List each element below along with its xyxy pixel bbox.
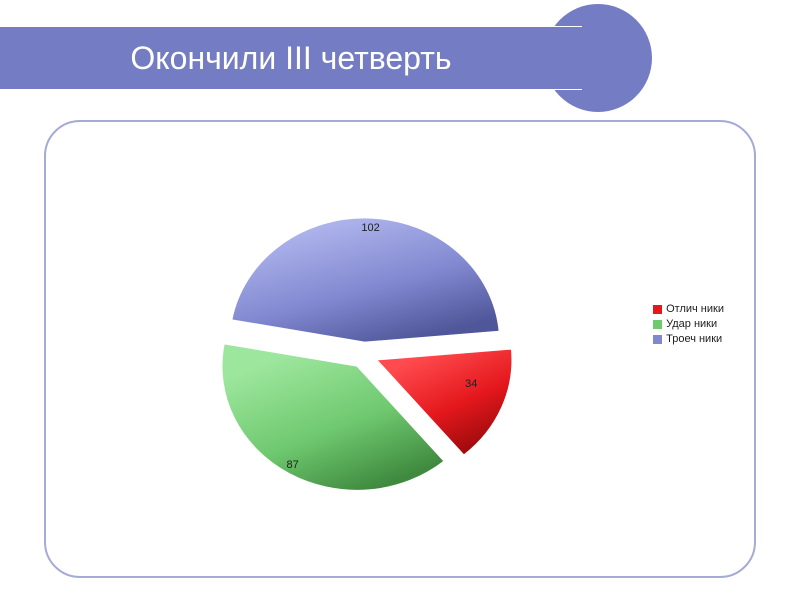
- pie-data-label: 87: [287, 459, 299, 471]
- legend-item: Удар ники: [653, 318, 724, 330]
- legend-item: Отлич ники: [653, 303, 724, 315]
- legend-swatch: [653, 320, 662, 329]
- legend-item: Троеч ники: [653, 333, 724, 345]
- slide: Окончили III четверть Отлич ники Удар ник…: [0, 0, 800, 600]
- legend-label: Удар ники: [666, 318, 717, 330]
- pie-slice: [232, 218, 499, 342]
- legend-swatch: [653, 305, 662, 314]
- content-panel: Отлич ники Удар ники Троеч ники 34 87 102: [44, 120, 756, 578]
- pie-data-label: 34: [465, 378, 477, 390]
- slide-title: Окончили III четверть: [130, 40, 451, 77]
- pie-svg: [54, 130, 750, 572]
- pie-data-label: 102: [361, 222, 379, 234]
- legend-swatch: [653, 335, 662, 344]
- legend-label: Отлич ники: [666, 303, 724, 315]
- pie-chart: Отлич ники Удар ники Троеч ники 34 87 102: [54, 130, 746, 568]
- title-bar: Окончили III четверть: [0, 26, 582, 90]
- legend-label: Троеч ники: [666, 333, 722, 345]
- legend: Отлич ники Удар ники Троеч ники: [653, 300, 724, 348]
